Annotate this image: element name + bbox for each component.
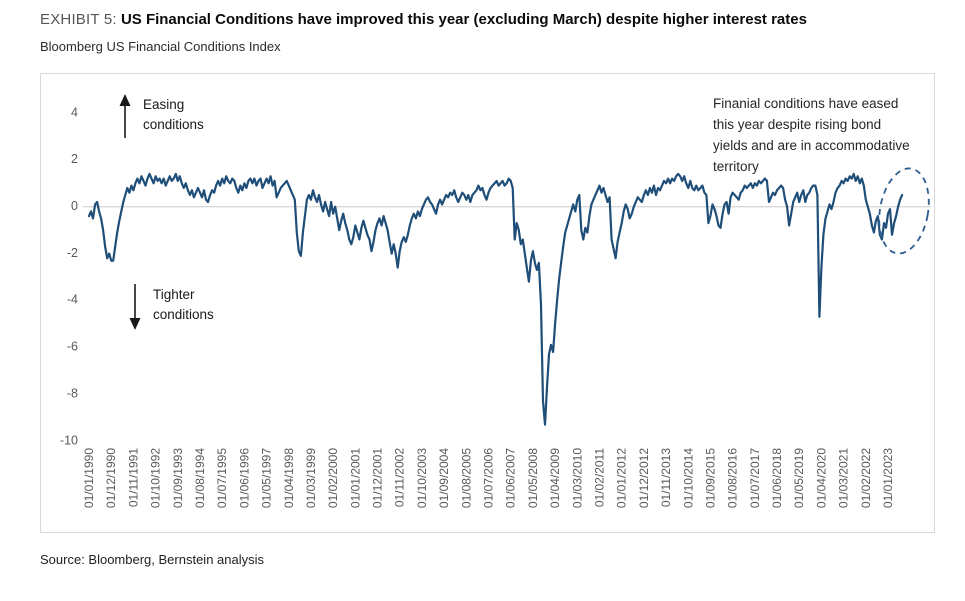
- x-axis-labels: 01/01/1990 01/12/1990 01/11/1991 01/10/1992…: [82, 448, 895, 508]
- exhibit-header: EXHIBIT 5: US Financial Conditions have …: [40, 11, 807, 28]
- tighter-arrow-icon: [129, 284, 141, 330]
- y-tick-label: 0: [71, 199, 78, 213]
- x-tick-label: 01/09/2004: [437, 448, 451, 508]
- x-tick-label: 01/12/2012: [637, 448, 651, 508]
- x-tick-label: 01/07/2006: [482, 448, 496, 508]
- y-tick-label: 2: [71, 152, 78, 166]
- x-tick-label: 01/01/1990: [82, 448, 96, 508]
- x-tick-label: 01/10/2014: [681, 448, 695, 508]
- x-tick-label: 01/10/1992: [149, 448, 163, 508]
- x-tick-label: 01/03/2010: [570, 448, 584, 508]
- x-tick-label: 01/02/2000: [326, 448, 340, 508]
- x-tick-label: 01/05/2019: [792, 448, 806, 508]
- x-tick-label: 01/06/2007: [504, 448, 518, 508]
- easing-arrow-icon: [119, 94, 131, 138]
- chart-area: 4 2 0 -2 -4 -6 -8 -10 01/01/1990 01/12/1990 01/11…: [40, 73, 935, 533]
- y-tick-label: -10: [60, 433, 78, 447]
- chart-subtitle: Bloomberg US Financial Conditions Index: [40, 39, 281, 54]
- x-tick-label: 01/02/2022: [859, 448, 873, 508]
- x-tick-label: 01/02/2011: [592, 448, 606, 507]
- x-tick-label: 01/09/1993: [171, 448, 185, 508]
- x-tick-label: 01/06/1996: [237, 448, 251, 508]
- x-tick-label: 01/03/1999: [304, 448, 318, 508]
- x-tick-label: 01/08/1994: [193, 448, 207, 508]
- y-tick-label: -2: [67, 246, 78, 260]
- page-title: US Financial Conditions have improved th…: [120, 11, 807, 28]
- x-tick-label: 01/05/1997: [260, 448, 274, 508]
- x-tick-label: 01/10/2003: [415, 448, 429, 508]
- x-tick-label: 01/08/2016: [726, 448, 740, 508]
- y-tick-label: -8: [67, 386, 78, 400]
- x-tick-label: 01/04/2009: [548, 448, 562, 508]
- y-tick-label: -4: [67, 293, 78, 307]
- x-tick-label: 01/08/2005: [459, 448, 473, 508]
- x-tick-label: 01/01/2023: [881, 448, 895, 508]
- y-tick-label: 4: [71, 105, 78, 119]
- x-tick-label: 01/01/2012: [615, 448, 629, 508]
- x-tick-label: 01/04/1998: [282, 448, 296, 508]
- tighter-conditions-label: Tighter conditions: [153, 287, 214, 322]
- x-tick-label: 01/07/2017: [748, 448, 762, 508]
- financial-conditions-line-chart: 4 2 0 -2 -4 -6 -8 -10 01/01/1990 01/12/1990 01/11…: [60, 105, 931, 508]
- exhibit-label: EXHIBIT 5:: [40, 11, 117, 28]
- y-tick-label: -6: [67, 340, 78, 354]
- x-tick-label: 01/11/2013: [659, 448, 673, 507]
- x-tick-label: 01/12/2001: [371, 448, 385, 508]
- source-note: Source: Bloomberg, Bernstein analysis: [40, 552, 265, 567]
- x-tick-label: 01/07/1995: [215, 448, 229, 508]
- x-tick-label: 01/06/2018: [770, 448, 784, 508]
- x-tick-label: 01/09/2015: [703, 448, 717, 508]
- fci-line-series: [87, 172, 904, 426]
- y-axis-labels: 4 2 0 -2 -4 -6 -8 -10: [60, 105, 78, 447]
- highlight-ellipse: [878, 167, 930, 255]
- x-tick-label: 01/11/1991: [126, 448, 140, 507]
- x-tick-label: 01/03/2021: [837, 448, 851, 508]
- callout-note: Finanial conditions have eased this year…: [713, 96, 910, 174]
- x-tick-label: 01/12/1990: [104, 448, 118, 508]
- x-tick-label: 01/04/2020: [814, 448, 828, 508]
- x-tick-label: 01/11/2002: [393, 448, 407, 507]
- x-tick-label: 01/05/2008: [526, 448, 540, 508]
- easing-conditions-label: Easing conditions: [143, 97, 204, 132]
- line-series-layer: [87, 172, 904, 426]
- x-tick-label: 01/01/2001: [348, 448, 362, 508]
